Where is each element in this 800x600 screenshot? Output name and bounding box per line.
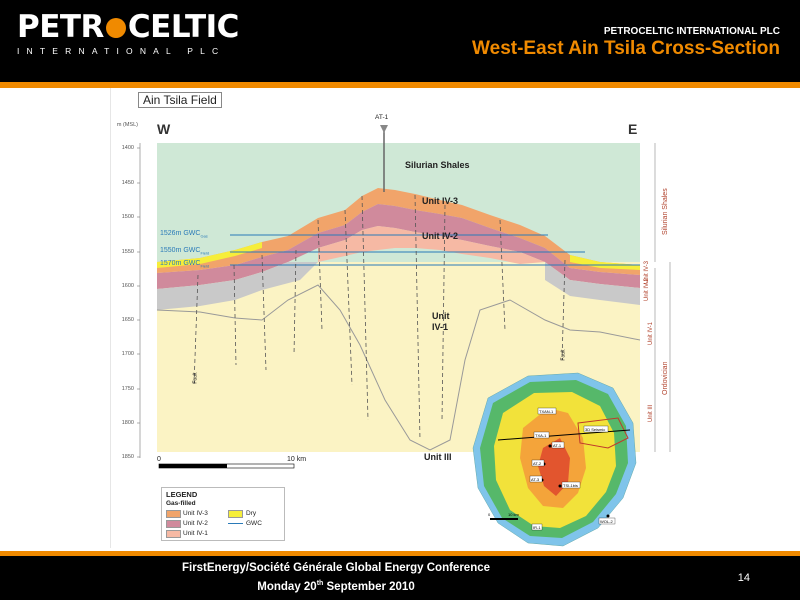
side-ordovician-label: Ordovician	[662, 361, 669, 395]
side-brackets	[654, 143, 671, 452]
scale-end-label: 10 km	[287, 456, 307, 463]
slide-title: West-East Ain Tsila Cross-Section	[472, 38, 780, 59]
depth-ticks	[137, 147, 140, 458]
west-label: W	[157, 121, 171, 137]
unit-iii-boundary	[156, 284, 641, 451]
side-iv2-label: Unit IV-2	[644, 277, 650, 301]
legend-swatch-iv3	[166, 510, 181, 518]
company-logo: PETR CELTIC	[17, 9, 239, 45]
fault-label: Fault	[560, 349, 567, 361]
dry-grey-band-east	[545, 262, 640, 305]
depth-tick-label: 1650	[121, 317, 134, 323]
depth-tick-label: 1850	[121, 454, 134, 460]
side-iii-label: Unit III	[648, 404, 654, 422]
legend-swatch-gwc	[228, 523, 243, 524]
unit-iii-label: Unit III	[424, 452, 452, 462]
fault-label: Fault	[192, 372, 199, 384]
map-scale-label: 10 km	[508, 512, 520, 517]
map-label-tsi1bis: TSI-1bis	[563, 483, 578, 488]
legend-swatch-iv2	[166, 520, 181, 528]
legend-subtitle: Gas-filled	[166, 500, 196, 507]
depth-tick-label: 1400	[121, 145, 134, 151]
depth-tick-label: 1550	[121, 249, 134, 255]
depth-tick-label: 1600	[121, 283, 134, 289]
unit-iv1-label-line1: Unit	[432, 311, 450, 321]
side-silurian-label: Silurian Shales	[662, 188, 669, 235]
depth-tick-label: 1450	[121, 180, 134, 186]
map-label-at1: AT-1	[553, 443, 562, 448]
company-name: PETROCELTIC INTERNATIONAL PLC	[603, 26, 780, 37]
depth-unit-label: m (MSL)	[116, 122, 138, 128]
logo-dot-icon	[105, 18, 126, 38]
map-scale-bar	[490, 518, 518, 520]
unit-iv3-label: Unit IV-3	[422, 196, 459, 206]
well-label: AT-1	[375, 114, 389, 121]
legend-label-iv3: Unit IV-3	[183, 510, 208, 517]
header-bar: PETR CELTIC INTERNATIONAL PLC PETROCELTIC…	[0, 0, 800, 82]
gwc-1550-label: 1550m GWCField	[160, 247, 210, 256]
gwc-1526-label: 1526m GWCGas	[160, 230, 208, 239]
map-label-at3: AT-3	[531, 477, 540, 482]
east-label: E	[628, 121, 638, 137]
conference-date: Monday 20th September 2010	[257, 580, 415, 593]
footer-bar: FirstEnergy/Société Générale Global Ener…	[0, 556, 800, 600]
map-inset: TXAN-1 TXA-1 AT-1 AT-2 AT-3 TSI-1bis IR-…	[472, 372, 637, 547]
legend-label-gwc: GWC	[246, 520, 262, 527]
legend-swatch-dry	[228, 510, 243, 518]
legend-label-iv1: Unit IV-1	[183, 530, 208, 537]
legend: LEGEND Gas-filled Unit IV-3 Unit IV-2 Un…	[161, 487, 285, 541]
page-number: 14	[737, 572, 750, 584]
gwc-1570-label: 1570m GWCField	[160, 260, 210, 269]
legend-title: LEGEND	[166, 490, 198, 499]
header-divider	[0, 82, 800, 88]
footer-divider	[0, 551, 800, 556]
depth-tick-label: 1700	[121, 351, 134, 357]
legend-label-dry: Dry	[246, 510, 257, 517]
side-iv1-label: Unit IV-1	[648, 321, 654, 345]
map-seismic-outline	[577, 417, 629, 449]
well-at1-marker	[380, 125, 388, 133]
legend-label-iv2: Unit IV-2	[183, 520, 208, 527]
depth-tick-label: 1750	[121, 386, 134, 392]
conference-name: FirstEnergy/Société Générale Global Ener…	[181, 562, 491, 574]
map-label-wol2: WOL-2	[600, 519, 613, 524]
silurian-label: Silurian Shales	[405, 160, 470, 170]
map-red-contour	[538, 438, 570, 496]
depth-tick-label: 1500	[121, 214, 134, 220]
unit-iv2-layer	[157, 204, 640, 289]
logo-subtitle: INTERNATIONAL PLC	[17, 46, 226, 56]
scale-start-label: 0	[157, 456, 161, 463]
dry-yellow-west	[157, 242, 262, 268]
unit-iv2-label: Unit IV-2	[422, 231, 459, 241]
map-label-txa1: TXA-1	[535, 433, 547, 438]
legend-swatch-iv1	[166, 530, 181, 538]
depth-tick-label: 1800	[121, 420, 134, 426]
field-name-tag: Ain Tsila Field	[138, 92, 222, 108]
map-label-at2: AT-2	[533, 461, 542, 466]
fault-lines	[193, 194, 566, 441]
map-label-3d-seismic: 3D Seismic	[585, 427, 605, 432]
dry-yellow-east	[570, 255, 640, 270]
map-scale-start: 0	[488, 512, 491, 517]
map-label-ir1: IR-1	[533, 525, 541, 530]
map-label-txan1: TXAN-1	[539, 409, 554, 414]
unit-iv1-label-line2: IV-1	[432, 322, 449, 332]
